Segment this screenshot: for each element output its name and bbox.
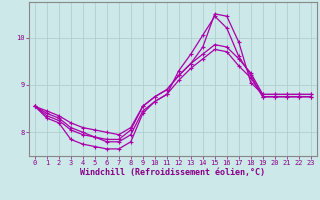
X-axis label: Windchill (Refroidissement éolien,°C): Windchill (Refroidissement éolien,°C) <box>80 168 265 177</box>
